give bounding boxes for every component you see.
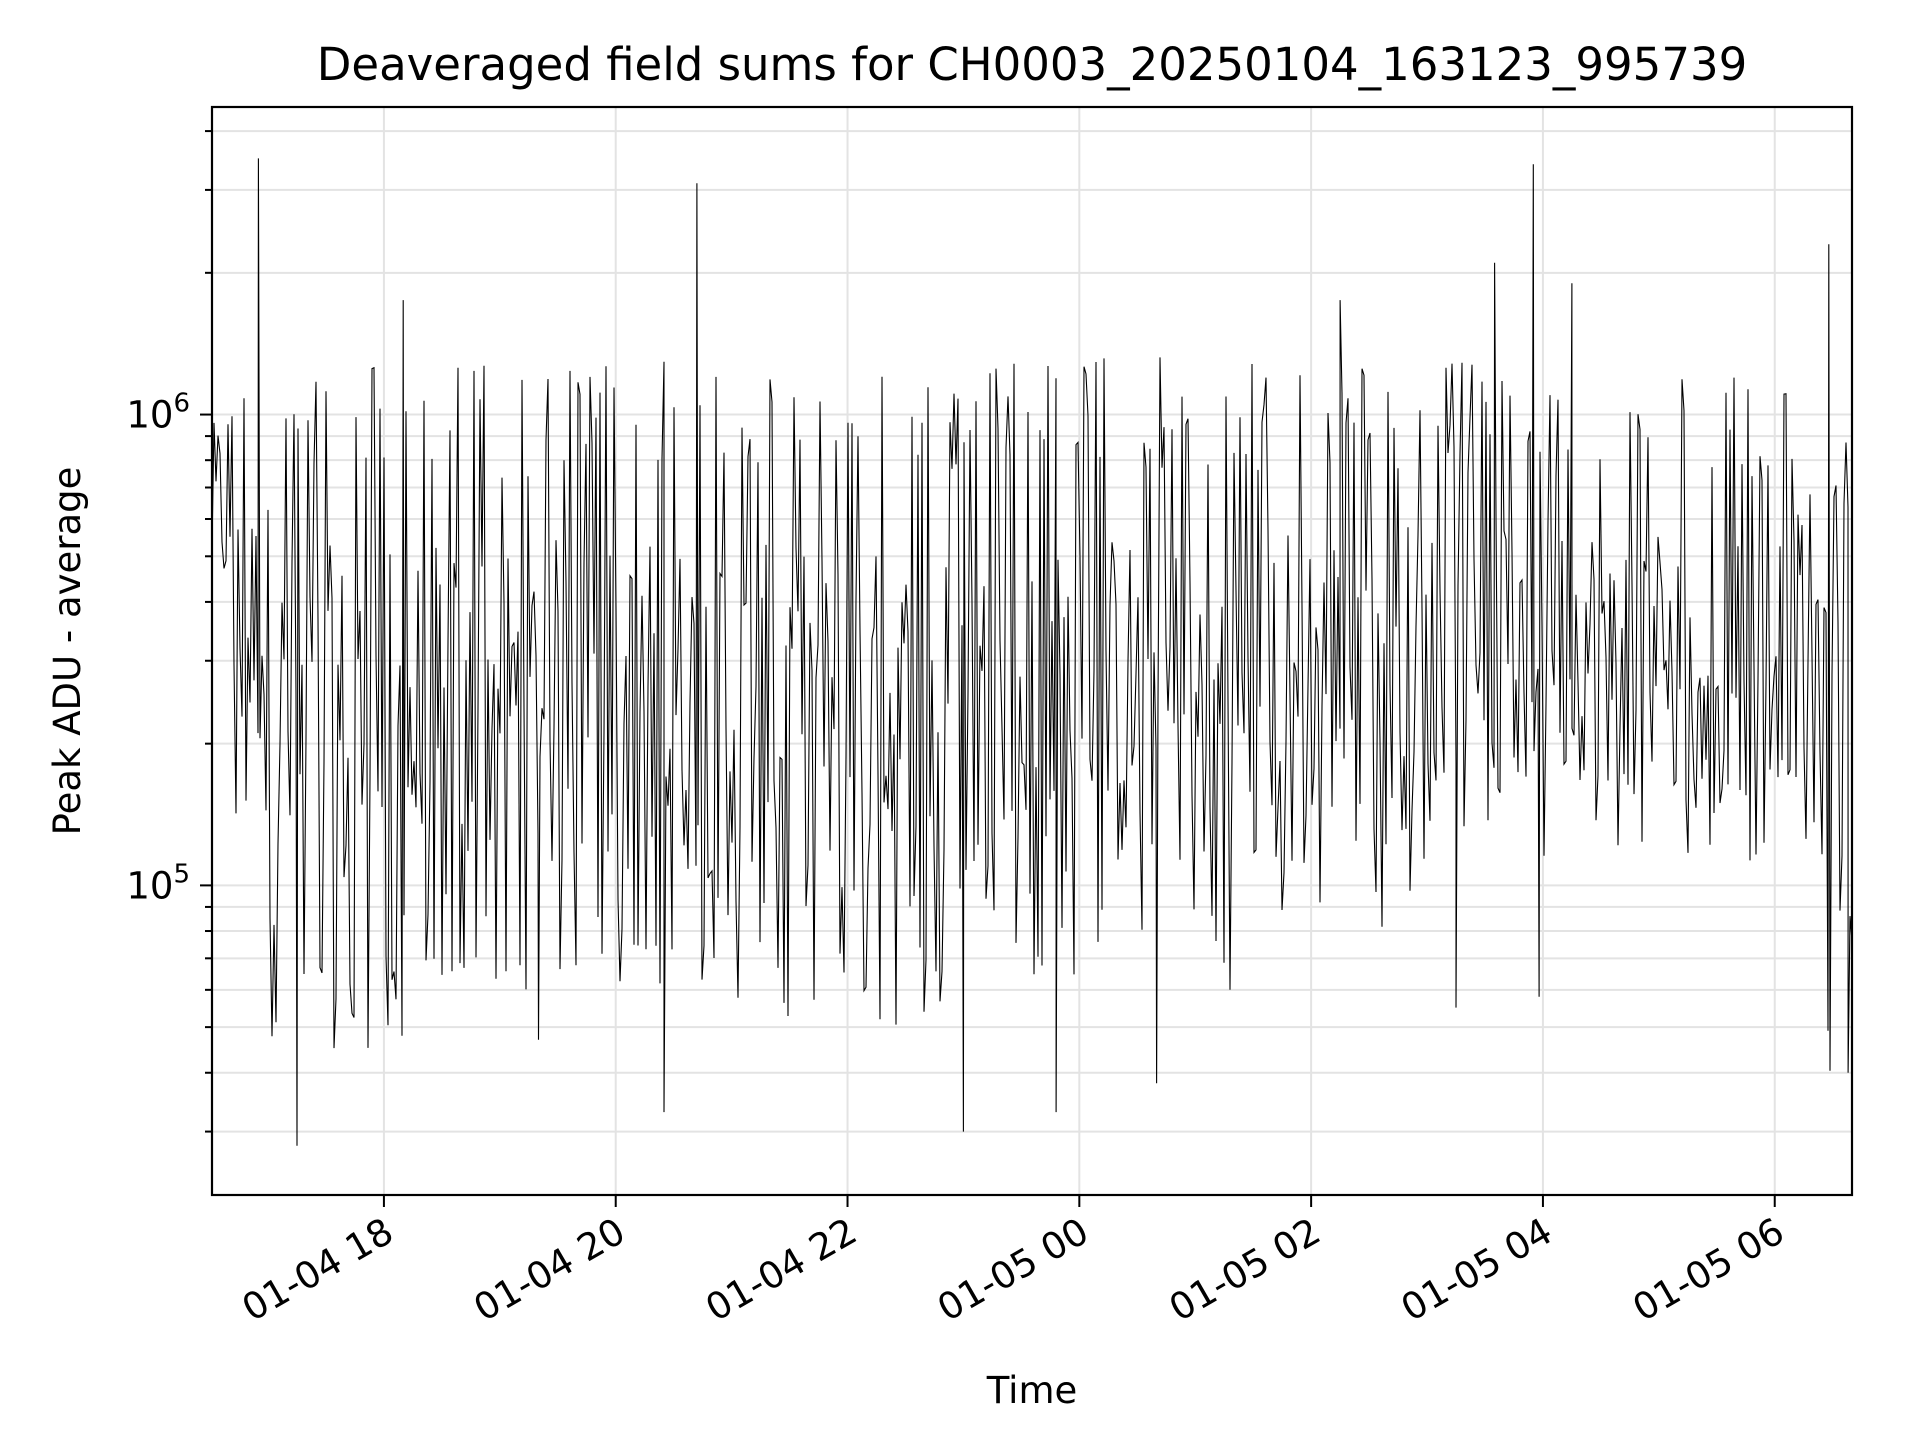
x-tick-label: 01-04 20	[467, 1210, 633, 1330]
y-tick-label: 106	[126, 389, 190, 437]
x-tick-label: 01-05 02	[1162, 1210, 1328, 1330]
x-tick-label: 01-04 22	[698, 1210, 864, 1330]
x-tick-label: 01-05 04	[1394, 1210, 1560, 1330]
y-axis-label: Peak ADU - average	[46, 467, 89, 836]
x-tick-label: 01-04 18	[235, 1210, 401, 1330]
chart-title: Deaveraged field sums for CH0003_2025010…	[317, 38, 1747, 91]
x-tick-label: 01-05 06	[1626, 1210, 1792, 1330]
x-tick-label: 01-05 00	[930, 1210, 1096, 1330]
series-line	[211, 158, 1853, 1146]
series-layer	[211, 158, 1853, 1146]
x-axis-label: Time	[986, 1369, 1078, 1412]
y-tick-label: 105	[126, 859, 190, 907]
plot-frame	[210, 105, 1854, 1197]
ticks: 105 106 01-04 18 01-04 20 01-04 22 01-05 00 01…	[126, 130, 1792, 1330]
